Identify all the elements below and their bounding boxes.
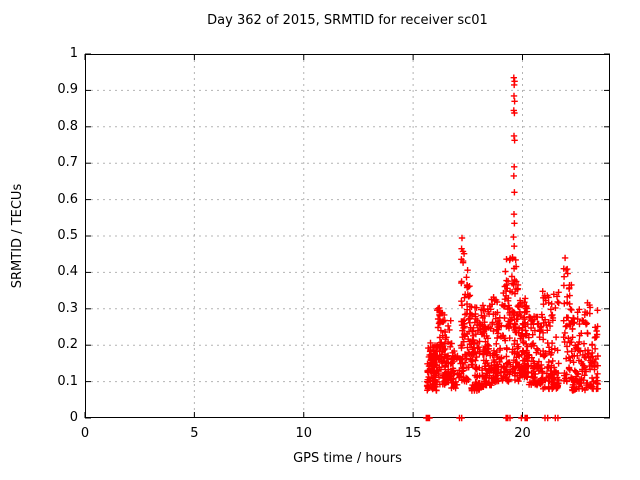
y-tick-label: 0.8 (57, 118, 78, 134)
y-tick-label: 0 (69, 410, 78, 425)
y-tick-label: 0.4 (57, 264, 78, 280)
x-tick-label: 20 (514, 426, 531, 441)
y-tick-label: 0.9 (57, 82, 78, 98)
y-tick-label: 0.1 (57, 373, 78, 389)
x-tick-label: 5 (190, 426, 199, 441)
chart-title: Day 362 of 2015, SRMTID for receiver sc0… (207, 13, 488, 28)
y-tick-label: 1 (69, 46, 78, 61)
x-tick-label: 15 (404, 426, 422, 441)
y-axis-label: SRMTID / TECUs (10, 183, 25, 289)
y-tick-label: 0.5 (57, 228, 78, 243)
x-tick-label: 0 (80, 426, 90, 441)
y-tick-label: 0.2 (57, 337, 78, 353)
scatter-points (423, 74, 601, 422)
x-axis-label: GPS time / hours (293, 451, 402, 466)
y-tick-label: 0.6 (57, 191, 78, 207)
y-tick-label: 0.7 (57, 155, 78, 171)
y-tick-label: 0.3 (57, 300, 78, 316)
x-tick-label: 10 (295, 426, 313, 441)
plot-canvas (84, 53, 610, 422)
